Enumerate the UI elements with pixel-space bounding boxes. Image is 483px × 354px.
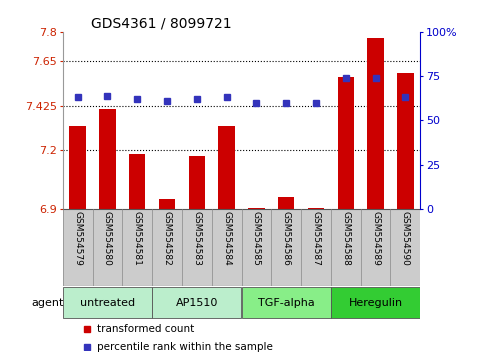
Bar [70,126,86,209]
Bar [189,156,205,209]
Text: untreated: untreated [80,298,135,308]
Bar [397,73,413,209]
Bar [338,77,354,209]
Text: GDS4361 / 8099721: GDS4361 / 8099721 [91,17,232,31]
Text: GSM554582: GSM554582 [163,211,171,266]
Text: percentile rank within the sample: percentile rank within the sample [97,342,273,352]
Bar [129,154,145,209]
Bar [242,287,331,318]
Text: GSM554584: GSM554584 [222,211,231,266]
Text: GSM554586: GSM554586 [282,211,291,266]
Text: GSM554581: GSM554581 [133,211,142,266]
Text: GSM554583: GSM554583 [192,211,201,266]
Bar [368,38,384,209]
Text: GSM554587: GSM554587 [312,211,320,266]
Bar [278,197,294,209]
Bar [218,126,235,209]
Text: GSM554588: GSM554588 [341,211,350,266]
Text: GSM554580: GSM554580 [103,211,112,266]
Bar [331,287,420,318]
Bar [99,109,115,209]
Text: GSM554585: GSM554585 [252,211,261,266]
Text: transformed count: transformed count [97,324,194,335]
Bar [152,287,242,318]
Text: agent: agent [31,298,63,308]
Bar [248,208,265,209]
Bar [308,208,324,209]
Bar [63,287,152,318]
Text: Heregulin: Heregulin [348,298,403,308]
Text: GSM554579: GSM554579 [73,211,82,266]
Text: TGF-alpha: TGF-alpha [258,298,314,308]
Bar [159,199,175,209]
Text: GSM554590: GSM554590 [401,211,410,266]
Text: GSM554589: GSM554589 [371,211,380,266]
Text: AP1510: AP1510 [176,298,218,308]
